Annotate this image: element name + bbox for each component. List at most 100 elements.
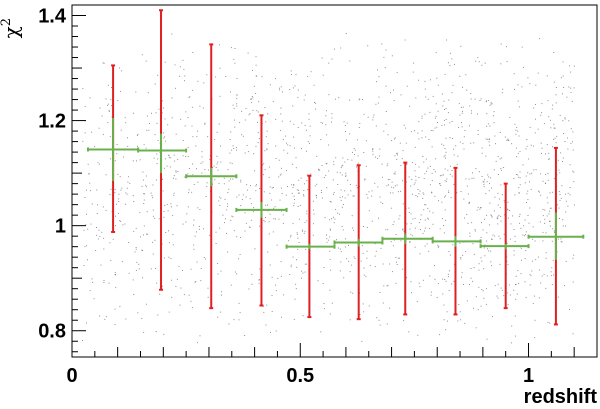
- scatter-point: [161, 243, 163, 245]
- scatter-point: [549, 210, 550, 212]
- scatter-point: [488, 139, 490, 140]
- scatter-point: [489, 125, 491, 127]
- scatter-point: [383, 285, 385, 287]
- scatter-point: [269, 192, 271, 194]
- scatter-point: [302, 272, 304, 274]
- scatter-point: [196, 231, 197, 233]
- scatter-point: [445, 219, 447, 221]
- scatter-point: [473, 307, 474, 309]
- scatter-point: [281, 167, 282, 169]
- scatter-point: [542, 180, 544, 182]
- scatter-point: [159, 151, 161, 153]
- scatter-point: [529, 173, 531, 175]
- scatter-point: [552, 228, 554, 230]
- scatter-point: [405, 127, 407, 129]
- scatter-point: [515, 283, 517, 285]
- scatter-point: [230, 47, 232, 49]
- scatter-point: [185, 221, 187, 223]
- scatter-point: [497, 216, 499, 218]
- y-tick-label: 0.8: [38, 321, 66, 343]
- scatter-point: [478, 263, 480, 265]
- mean-error-crosses: [86, 117, 585, 260]
- scatter-point: [339, 172, 341, 174]
- scatter-point: [121, 261, 123, 263]
- scatter-point: [340, 167, 342, 169]
- scatter-point: [570, 71, 572, 73]
- scatter-point: [515, 298, 517, 300]
- scatter-point: [486, 125, 488, 127]
- scatter-point: [468, 201, 470, 203]
- scatter-point: [219, 196, 221, 198]
- scatter-point: [525, 234, 526, 236]
- scatter-point: [478, 269, 480, 271]
- scatter-point: [488, 138, 490, 140]
- scatter-point: [451, 170, 453, 171]
- scatter-point: [354, 154, 355, 156]
- scatter-point: [228, 180, 230, 182]
- scatter-point: [264, 150, 266, 152]
- scatter-point: [326, 134, 328, 136]
- scatter-point: [363, 274, 365, 276]
- scatter-point: [135, 248, 137, 250]
- scatter-point: [190, 268, 192, 270]
- scatter-point: [530, 144, 532, 146]
- scatter-point: [183, 68, 185, 70]
- scatter-point: [238, 302, 240, 304]
- scatter-point: [493, 169, 495, 171]
- scatter-point: [542, 231, 544, 233]
- scatter-point: [303, 195, 305, 197]
- scatter-point: [304, 94, 306, 96]
- scatter-point: [189, 96, 191, 98]
- scatter-point: [387, 163, 389, 165]
- scatter-point: [555, 102, 557, 104]
- scatter-point: [433, 169, 435, 171]
- scatter-point: [443, 144, 445, 146]
- scatter-point: [541, 147, 543, 149]
- scatter-point: [216, 131, 218, 133]
- scatter-point: [532, 303, 534, 305]
- scatter-point: [143, 225, 145, 227]
- scatter-point: [529, 83, 531, 85]
- scatter-point: [564, 118, 566, 120]
- scatter-point: [415, 97, 417, 99]
- scatter-point: [481, 222, 482, 224]
- scatter-point: [256, 184, 257, 186]
- scatter-point: [355, 184, 357, 186]
- scatter-point: [304, 221, 306, 223]
- scatter-point: [378, 76, 380, 78]
- scatter-point: [166, 165, 168, 167]
- scatter-point: [236, 94, 238, 96]
- scatter-point: [315, 195, 317, 197]
- scatter-point: [341, 206, 343, 208]
- scatter-point: [127, 137, 128, 139]
- scatter-point: [443, 319, 445, 321]
- scatter-point: [340, 199, 342, 201]
- scatter-point: [559, 218, 560, 219]
- scatter-point: [529, 126, 531, 128]
- scatter-point: [491, 215, 492, 217]
- scatter-point: [392, 192, 394, 194]
- scatter-point: [142, 277, 144, 279]
- scatter-point: [455, 145, 457, 147]
- scatter-point: [258, 282, 260, 284]
- scatter-point: [405, 181, 407, 183]
- scatter-point: [329, 258, 331, 260]
- scatter-point: [469, 232, 471, 234]
- scatter-point: [217, 161, 219, 163]
- scatter-point: [427, 98, 429, 100]
- scatter-point: [372, 153, 374, 155]
- scatter-point: [200, 162, 202, 164]
- scatter-point: [296, 189, 298, 191]
- scatter-point: [483, 297, 485, 299]
- scatter-point: [96, 189, 98, 191]
- scatter-point: [412, 218, 414, 220]
- scatter-point: [439, 183, 441, 185]
- scatter-point: [171, 117, 173, 119]
- scatter-point: [445, 280, 447, 282]
- scatter-point: [509, 294, 511, 296]
- scatter-point: [184, 176, 186, 178]
- scatter-point: [438, 245, 440, 247]
- scatter-point: [481, 64, 483, 66]
- scatter-point: [565, 193, 566, 195]
- scatter-point: [477, 206, 479, 208]
